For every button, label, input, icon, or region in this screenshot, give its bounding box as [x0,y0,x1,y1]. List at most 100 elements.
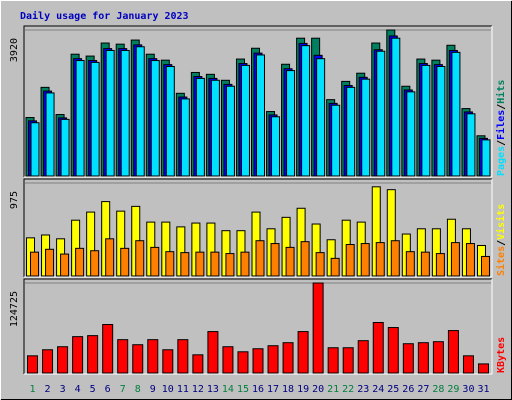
x-tick-label: 27 [417,384,429,395]
bar [90,61,100,177]
bar [147,339,159,374]
x-tick-label: 21 [327,384,339,395]
x-tick-label: 2 [45,384,51,395]
x-tick-label: 15 [237,384,249,395]
legend-separator: / [496,104,507,110]
bar [45,92,55,177]
bar [372,321,384,374]
bar [345,244,355,277]
x-tick-label: 7 [120,384,126,395]
bar [225,253,235,277]
bar [255,240,265,277]
bar [87,335,99,374]
bar [466,113,476,177]
bar [150,60,160,177]
x-tick-label: 11 [177,384,189,395]
bar [42,349,54,374]
x-tick-label: 31 [477,384,489,395]
x-tick-label: 3 [60,384,66,395]
x-tick-label: 30 [462,384,474,395]
x-tick-label: 14 [222,384,234,395]
legend: Sites/Visits [495,204,507,276]
bar [417,342,429,374]
bar [165,251,175,277]
bar [450,242,460,277]
bar [391,37,401,177]
bar [256,54,265,177]
bar [210,79,220,177]
x-tick-label: 26 [402,384,414,395]
legend: KBytes [496,337,507,373]
bar [75,247,85,277]
legend-separator: / [496,240,507,246]
bar [360,243,370,277]
x-tick-label: 10 [162,384,174,395]
bar [225,85,235,177]
bar [315,252,325,277]
panel-bevel [23,25,492,177]
bar [282,342,294,374]
bar [406,91,416,177]
y-tick-label: 124725 [9,291,20,327]
y-tick-label: 975 [9,191,20,209]
x-tick-label: 18 [282,384,294,395]
x-tick-label: 29 [447,384,459,395]
bar [60,253,70,277]
legend-entry: Hits [495,80,507,104]
bar [240,251,250,277]
x-tick-label: 20 [312,384,324,395]
bar [330,257,340,277]
bar [270,243,280,277]
bar [297,331,309,374]
bar [387,327,399,374]
bar [27,355,39,374]
bar [481,139,491,177]
bar [405,251,415,277]
bar [327,347,339,374]
bar [331,104,341,177]
bar [316,58,326,177]
legend-entry: KBytes [496,337,507,373]
bar [60,118,70,177]
legend-entry: Sites [495,246,507,276]
bar [57,346,69,374]
bar [210,251,220,277]
bar [132,344,144,374]
bar [462,355,474,374]
bar [180,98,190,177]
bar [477,363,489,374]
bar [135,46,145,177]
x-tick-label: 4 [75,384,81,395]
bar [150,246,160,277]
bar [346,86,356,177]
bar [165,66,175,177]
x-tick-label: 13 [207,384,219,395]
bar [120,247,130,277]
x-tick-label: 23 [357,384,369,395]
y-tick-label: 3920 [9,38,20,62]
bar [421,64,431,177]
bar [465,243,475,277]
x-tick-label: 19 [297,384,309,395]
x-tick-label: 28 [432,384,444,395]
bar [222,346,234,374]
bar [357,340,369,374]
bar [102,324,114,374]
bar [390,240,400,277]
x-tick-label: 17 [267,384,279,395]
bar [192,354,204,374]
x-tick-label: 24 [372,384,384,395]
bar [286,70,296,177]
bar [480,255,490,277]
x-tick-label: 9 [150,384,156,395]
bar [342,347,354,374]
legend-entry: Visits [495,204,507,240]
bar [312,282,324,374]
panel-bevel [24,26,493,178]
legend-entry: Pages [496,146,507,176]
bar [45,248,55,277]
bar [361,78,371,177]
bar [177,339,189,374]
bar [135,240,145,277]
